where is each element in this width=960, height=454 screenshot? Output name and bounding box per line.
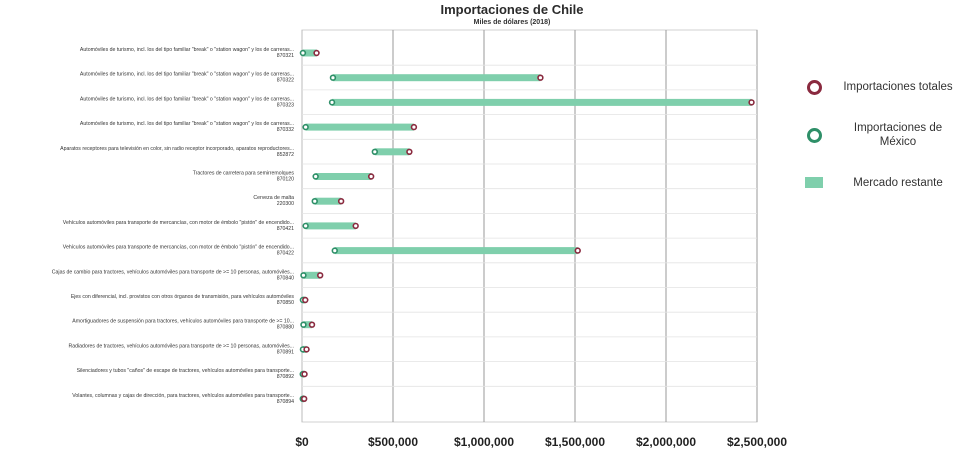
remaining-bar — [305, 123, 414, 131]
legend-total-marker — [800, 80, 828, 95]
remaining-bar — [305, 222, 356, 230]
category-label: Radiadores de tractores, vehículos autom… — [69, 343, 295, 349]
legend-item-remaining: Mercado restante — [800, 176, 960, 190]
category-code: 870892 — [277, 374, 294, 380]
chart-title: Importaciones de Chile — [440, 2, 583, 17]
category-code: 870850 — [277, 300, 294, 306]
category-label: Automóviles de turismo, incl. los del ti… — [80, 72, 294, 78]
legend-mexico-marker — [800, 127, 828, 143]
category-code: 870422 — [277, 251, 294, 257]
category-label: Aparatos receptores para televisión en c… — [60, 146, 294, 152]
total-point — [574, 247, 581, 254]
total-point — [302, 296, 309, 304]
category-code: 870891 — [277, 349, 294, 355]
plot-frame — [301, 29, 758, 423]
x-tick-label: $2,500,000 — [727, 435, 787, 449]
category-label: Cajas de cambio para tractores, vehículo… — [52, 269, 294, 275]
remaining-bar — [315, 173, 372, 180]
mexico-point — [331, 247, 338, 254]
category-code: 220300 — [277, 201, 294, 207]
category-code: 870322 — [277, 78, 294, 84]
mexico-point — [329, 74, 337, 81]
mexico-point — [299, 49, 307, 57]
remaining-bar — [332, 98, 752, 106]
category-label: Automóviles de turismo, incl. los del ti… — [80, 121, 294, 127]
legend: Importaciones totales Importaciones de M… — [800, 80, 960, 216]
legend-item-mexico: Importaciones de México — [800, 121, 960, 150]
mexico-point — [311, 198, 318, 205]
category-code: 870120 — [277, 177, 294, 183]
total-point — [308, 321, 316, 328]
x-tick-label: $0 — [295, 435, 309, 449]
category-label: Tractores de carretera para semirremolqu… — [193, 171, 295, 177]
category-code: 870321 — [277, 53, 294, 59]
legend-item-total: Importaciones totales — [800, 80, 960, 95]
legend-total-label: Importaciones totales — [843, 81, 953, 94]
category-label: Ejes con diferencial, incl. provistos co… — [71, 294, 295, 300]
chart-subtitle: Miles de dólares (2018) — [474, 19, 551, 26]
legend-remaining-label: Mercado restante — [853, 176, 943, 189]
x-tick-label: $500,000 — [368, 435, 418, 449]
category-code: 870880 — [277, 325, 294, 331]
category-label: Automóviles de turismo, incl. los del ti… — [80, 96, 294, 102]
total-point — [337, 198, 345, 205]
category-label: Amortiguadores de suspensión para tracto… — [72, 319, 294, 325]
legend-remaining-marker — [800, 177, 828, 189]
remaining-bar — [303, 271, 321, 279]
category-code: 870840 — [277, 275, 294, 281]
remaining-bar — [314, 197, 342, 205]
total-point — [317, 272, 324, 279]
category-code: 870421 — [277, 226, 294, 232]
remaining-bar — [374, 148, 410, 156]
category-label: Volantes, columnas y cajas de dirección,… — [72, 393, 294, 399]
mexico-point — [371, 148, 378, 156]
mexico-point — [302, 222, 309, 230]
category-label: Cerveza de malta — [253, 195, 294, 201]
category-label: Silenciadores y tubos "caños" de escape … — [77, 368, 294, 374]
x-tick-label: $1,500,000 — [545, 435, 605, 449]
mexico-point — [300, 321, 307, 328]
remaining-bar — [332, 74, 541, 82]
category-code: 870332 — [277, 127, 294, 133]
category-label: Automóviles de turismo, incl. los del ti… — [80, 47, 294, 53]
legend-mexico-label: Importaciones de México — [853, 122, 943, 149]
category-code: 852872 — [277, 152, 294, 158]
category-code: 870323 — [277, 102, 294, 108]
remaining-bar — [334, 247, 578, 255]
mexico-point — [302, 123, 309, 131]
total-point — [303, 346, 310, 353]
total-point — [406, 148, 413, 156]
mexico-point — [328, 99, 336, 106]
mexico-point — [312, 173, 319, 180]
total-point — [300, 395, 308, 402]
mexico-point — [300, 272, 307, 279]
total-point — [352, 222, 359, 230]
total-point — [410, 123, 418, 131]
category-code: 870894 — [277, 399, 294, 405]
remaining-bar — [303, 321, 313, 329]
total-point — [537, 74, 544, 81]
x-tick-label: $1,000,000 — [454, 435, 514, 449]
category-label: Vehículos automóviles para transporte de… — [63, 220, 294, 226]
total-point — [367, 173, 375, 180]
total-point — [748, 99, 755, 106]
total-point — [301, 370, 308, 378]
x-tick-label: $2,000,000 — [636, 435, 696, 449]
remaining-bar — [302, 49, 317, 57]
category-label: Vehículos automóviles para transporte de… — [63, 245, 294, 251]
total-point — [313, 49, 320, 57]
